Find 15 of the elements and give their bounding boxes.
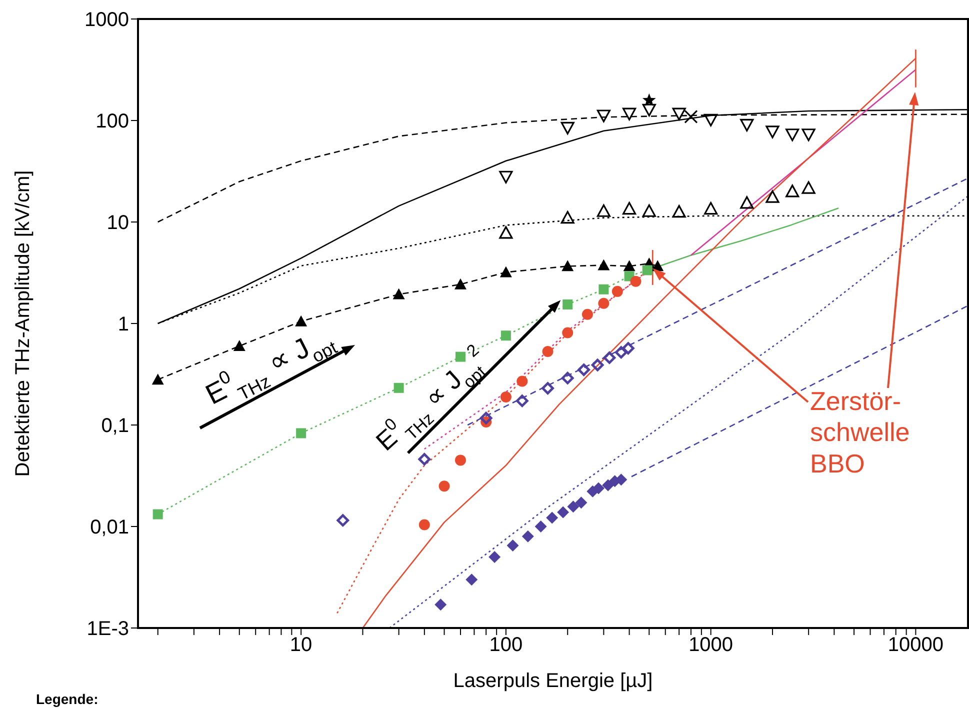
y-tick-label: 1000 <box>84 9 129 32</box>
x-tick-label: 100 <box>489 634 523 656</box>
y-tick-label: 10 <box>106 212 129 234</box>
x-tick-label: 1000 <box>688 634 734 656</box>
y-axis-title: Detektierte THz-Amplitude [kV/cm] <box>12 170 34 477</box>
y-tick-label: 0,1 <box>101 415 129 438</box>
x-tick-label: 10 <box>290 634 312 656</box>
annotation: Zerstör- schwelle BBO <box>810 386 910 478</box>
y-tick-label: 100 <box>96 110 129 133</box>
y-tick-label: 1E-3 <box>86 618 129 640</box>
text: Legende: <box>36 691 98 707</box>
x-tick-label: 10000 <box>888 634 944 656</box>
y-tick-label: 1 <box>118 314 129 336</box>
x-axis-title: Laserpuls Energie [µJ] <box>453 670 653 692</box>
y-tick-label: 0,01 <box>90 516 129 539</box>
